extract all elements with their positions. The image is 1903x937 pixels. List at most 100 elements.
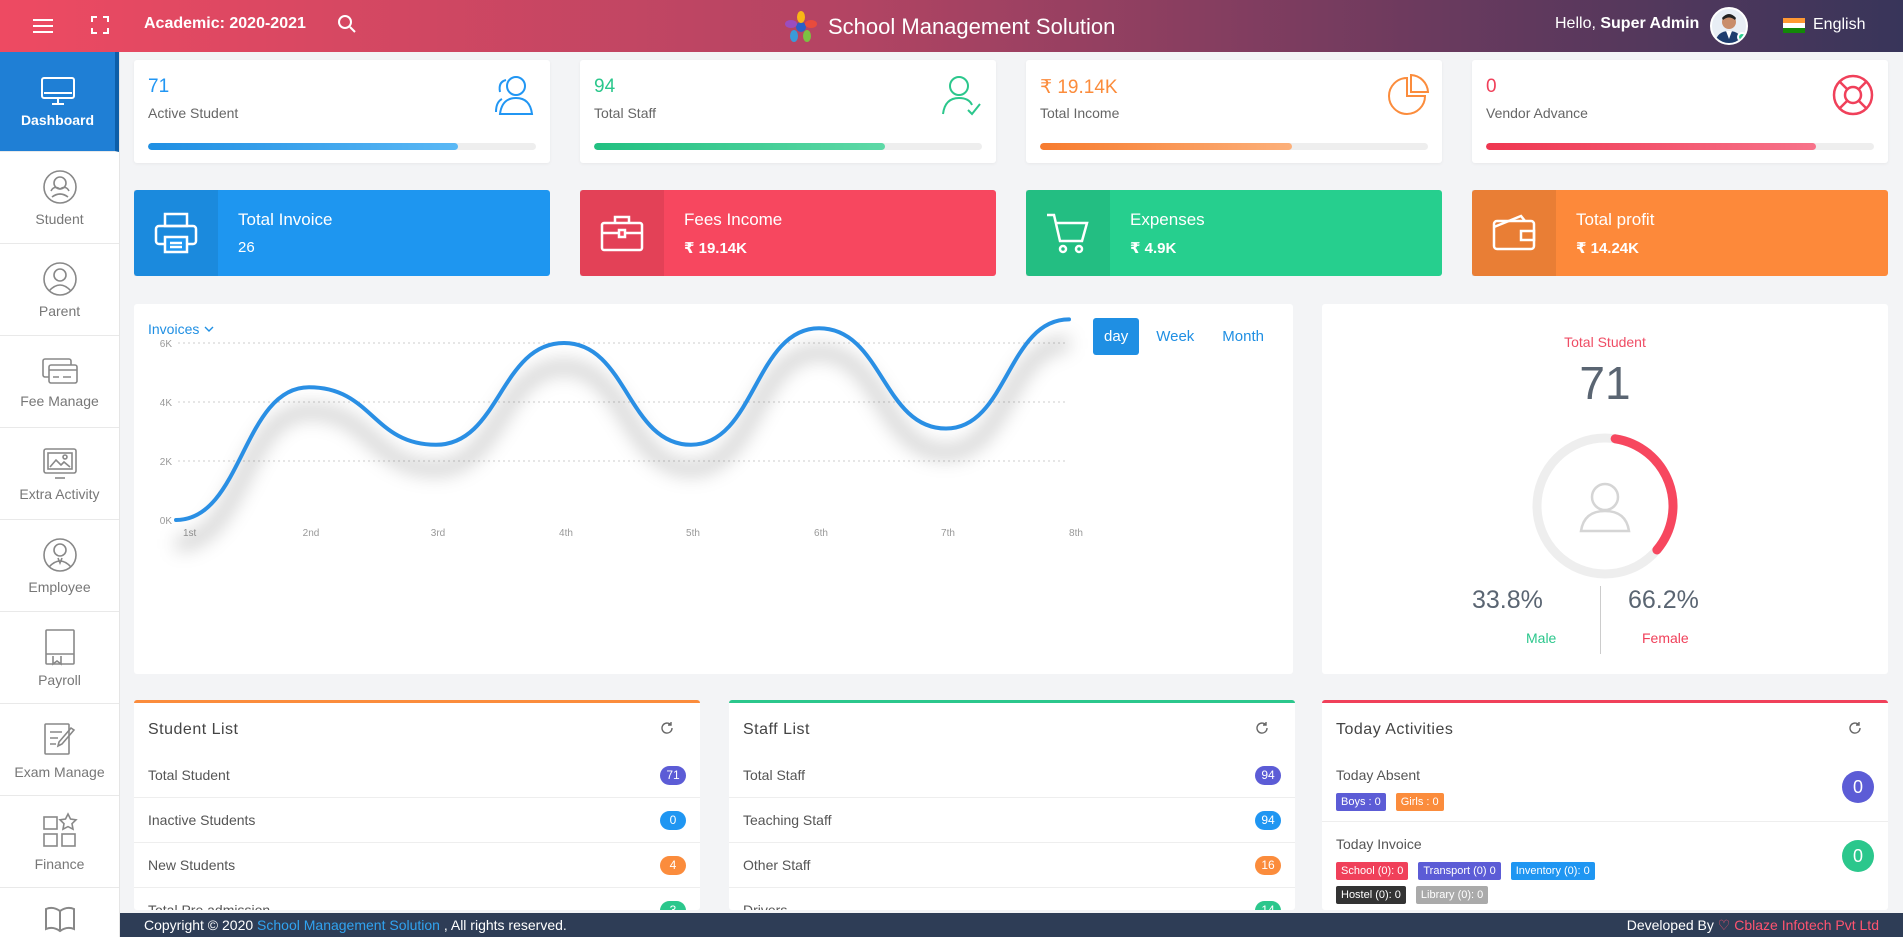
list-item[interactable]: Total Pre admission 3 xyxy=(134,888,700,910)
cart-icon xyxy=(1026,190,1110,276)
sidebar-item-finance[interactable]: Finance xyxy=(0,796,119,888)
tab-week[interactable]: Week xyxy=(1156,328,1195,345)
today-activities-title: Today Activities xyxy=(1336,721,1454,738)
greeting-prefix: Hello, xyxy=(1555,15,1596,32)
x-tick-label: 5th xyxy=(686,528,700,539)
sidebar-item-fee-manage[interactable]: Fee Manage xyxy=(0,336,119,428)
male-percent: 33.8% xyxy=(1472,586,1543,614)
girls-tag[interactable]: Girls : 0 xyxy=(1395,793,1444,811)
stat-value: ₹ 19.14K xyxy=(1040,77,1118,98)
refresh-icon[interactable] xyxy=(1255,721,1269,735)
count-badge: 94 xyxy=(1255,810,1281,830)
sidebar-item-dashboard[interactable]: Dashboard xyxy=(0,52,119,152)
stat-card-total-income[interactable]: ₹ 19.14K Total Income xyxy=(1026,60,1442,163)
search-icon[interactable] xyxy=(337,14,357,34)
users-icon xyxy=(492,72,538,123)
list-item[interactable]: Inactive Students 0 xyxy=(134,798,700,843)
library-tag[interactable]: Library (0): 0 xyxy=(1415,886,1489,904)
greeting: Hello, Super Admin xyxy=(1555,15,1699,33)
tile-fees-income[interactable]: Fees Income ₹ 19.14K xyxy=(580,190,996,276)
sidebar-item-label: Employee xyxy=(28,578,91,595)
sidebar-item-label: Payroll xyxy=(38,671,81,688)
sidebar-item-library[interactable] xyxy=(0,888,119,937)
count-badge: 14 xyxy=(1255,900,1281,910)
stat-card-total-staff[interactable]: 94 Total Staff xyxy=(580,60,996,163)
tab-month[interactable]: Month xyxy=(1222,328,1264,345)
sidebar-item-payroll[interactable]: Payroll xyxy=(0,612,119,704)
dev-prefix: Developed By xyxy=(1626,916,1714,933)
student-list-title: Student List xyxy=(148,721,239,738)
x-tick-label: 6th xyxy=(814,528,828,539)
refresh-icon[interactable] xyxy=(1848,721,1862,735)
tile-total-profit[interactable]: Total profit ₹ 14.24K xyxy=(1472,190,1888,276)
book-icon xyxy=(44,906,75,933)
wallet-icon xyxy=(1472,190,1556,276)
sidebar-item-extra-activity[interactable]: Extra Activity xyxy=(0,428,119,520)
x-tick-label: 3rd xyxy=(431,528,445,539)
bookmark-icon xyxy=(44,628,75,666)
sidebar-item-label: Fee Manage xyxy=(20,392,99,409)
transport-tag[interactable]: Transport (0) 0 xyxy=(1418,862,1501,880)
x-tick-label: 4th xyxy=(559,528,573,539)
period-tabs: day Week Month xyxy=(1093,318,1275,355)
menu-icon[interactable] xyxy=(33,16,53,36)
count-badge: 4 xyxy=(660,855,686,875)
tile-value: ₹ 4.9K xyxy=(1130,240,1177,257)
tab-day[interactable]: day xyxy=(1093,318,1140,355)
sidebar-item-student[interactable]: Student xyxy=(0,152,119,244)
invoice-series-line xyxy=(174,317,1071,522)
online-status-dot xyxy=(1737,32,1746,42)
list-item[interactable]: Total Student 71 xyxy=(134,753,700,798)
list-item[interactable]: Other Staff 16 xyxy=(729,843,1295,888)
female-label: Female xyxy=(1642,630,1689,646)
avatar[interactable] xyxy=(1710,7,1748,45)
tile-expenses[interactable]: Expenses ₹ 4.9K xyxy=(1026,190,1442,276)
invoices-dropdown[interactable]: Invoices xyxy=(148,321,214,337)
tile-label: Total Invoice xyxy=(238,210,333,229)
student-icon xyxy=(42,169,77,204)
list-item[interactable]: Teaching Staff 94 xyxy=(729,798,1295,843)
sidebar-item-employee[interactable]: Employee xyxy=(0,520,119,612)
list-item-label: Teaching Staff xyxy=(743,812,832,828)
stat-value: 0 xyxy=(1486,76,1497,97)
developer-link[interactable]: Cblaze Infotech Pvt Ltd xyxy=(1734,916,1879,933)
footer: Copyright © 2020 School Management Solut… xyxy=(120,913,1903,937)
picture-icon xyxy=(42,447,77,479)
academic-year[interactable]: Academic: 2020-2021 xyxy=(144,15,306,32)
developer-credit: Developed By ♡ Cblaze Infotech Pvt Ltd xyxy=(1627,917,1879,934)
total-student-panel: Total Student 71 33.8% Male 66.2% Female xyxy=(1322,304,1888,674)
female-percent: 66.2% xyxy=(1628,586,1699,614)
sidebar-item-exam-manage[interactable]: Exam Manage xyxy=(0,704,119,796)
sidebar-item-label: Student xyxy=(35,210,84,227)
footer-link[interactable]: School Management Solution xyxy=(257,917,440,933)
boys-tag[interactable]: Boys : 0 xyxy=(1336,793,1386,811)
india-flag-icon xyxy=(1783,17,1805,33)
list-item[interactable]: Drivers 14 xyxy=(729,888,1295,910)
list-item[interactable]: New Students 4 xyxy=(134,843,700,888)
hostel-tag[interactable]: Hostel (0): 0 xyxy=(1336,886,1406,904)
list-item[interactable]: Total Staff 94 xyxy=(729,753,1295,798)
language-selector[interactable]: English xyxy=(1783,16,1865,34)
stat-value: 94 xyxy=(594,76,616,97)
stat-label: Total Staff xyxy=(594,105,657,121)
stat-card-vendor-advance[interactable]: 0 Vendor Advance xyxy=(1472,60,1888,163)
list-item-label: Total Student xyxy=(148,767,230,783)
user-check-icon xyxy=(938,72,984,123)
list-item-label: Inactive Students xyxy=(148,812,256,828)
school-tag[interactable]: School (0): 0 xyxy=(1336,862,1409,880)
sidebar-item-label: Parent xyxy=(38,302,81,319)
refresh-icon[interactable] xyxy=(660,721,674,735)
count-badge: 0 xyxy=(660,810,686,830)
inventory-tag[interactable]: Inventory (0): 0 xyxy=(1510,862,1595,880)
fullscreen-icon[interactable] xyxy=(90,15,110,35)
user-name[interactable]: Super Admin xyxy=(1600,15,1700,32)
today-invoice-title: Today Invoice xyxy=(1336,836,1422,852)
tile-total-invoice[interactable]: Total Invoice 26 xyxy=(134,190,550,276)
today-activities-panel: Today Activities Today Absent Boys : 0 G… xyxy=(1322,700,1888,910)
sidebar-item-parent[interactable]: Parent xyxy=(0,244,119,336)
stat-card-active-student[interactable]: 71 Active Student xyxy=(134,60,550,163)
student-list-panel: Student List Total Student 71 Inactive St… xyxy=(134,700,700,910)
brand[interactable]: School Management Solution xyxy=(784,11,1115,43)
stat-label: Vendor Advance xyxy=(1486,105,1588,121)
stat-label: Total Income xyxy=(1040,105,1120,121)
